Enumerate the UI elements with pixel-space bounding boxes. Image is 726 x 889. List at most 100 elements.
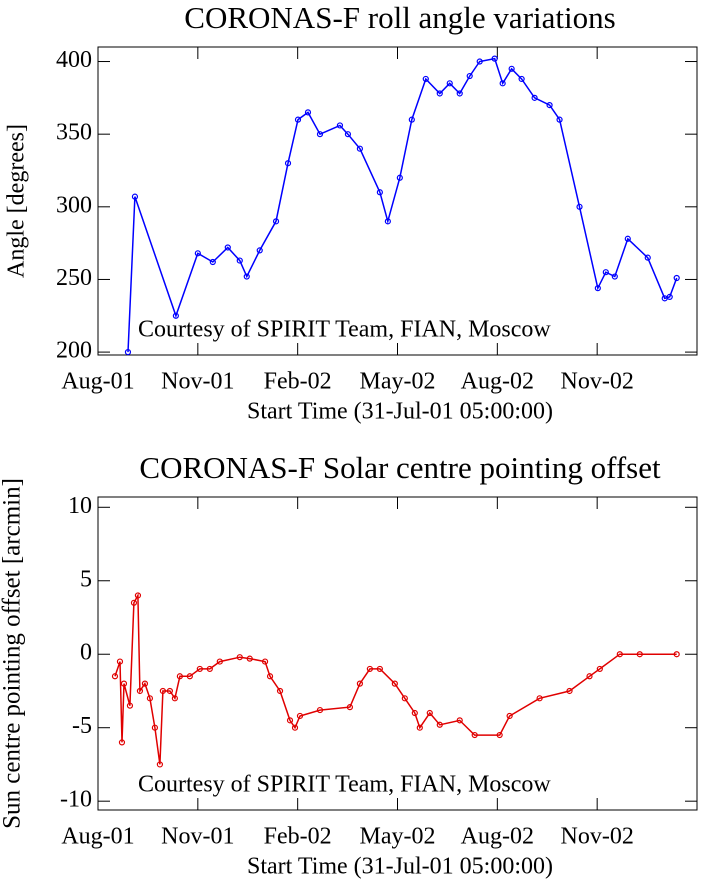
data-point (206, 665, 213, 673)
chart-title: CORONAS-F roll angle variations (184, 0, 615, 35)
x-tick-label: Feb-02 (264, 824, 332, 850)
x-tick-label: Aug-01 (61, 824, 134, 850)
data-point (596, 665, 603, 673)
data-point (391, 680, 398, 687)
y-tick-label: 350 (56, 120, 92, 146)
x-tick-label: Nov-02 (561, 824, 634, 850)
data-point (673, 274, 680, 282)
data-point (344, 131, 352, 138)
data-point (272, 218, 280, 225)
data-point (116, 658, 124, 665)
data-point (506, 712, 513, 720)
data-point (224, 244, 231, 251)
x-tick-label: May-02 (360, 824, 436, 850)
data-point (636, 651, 643, 658)
y-tick-label: -10 (60, 787, 92, 813)
x-tick-label: Aug-02 (461, 824, 534, 850)
data-point (194, 250, 201, 257)
x-tick-label: Nov-02 (561, 369, 634, 395)
data-point (166, 687, 173, 695)
x-axis-label: Start Time (31-Jul-01 05:00:00) (247, 854, 553, 880)
data-point (131, 193, 139, 200)
x-axis-label: Start Time (31-Jul-01 05:00:00) (247, 399, 553, 425)
data-point (546, 102, 553, 109)
x-tick-label: Feb-02 (264, 369, 332, 395)
data-point (346, 704, 354, 711)
data-point (130, 599, 138, 606)
data-point (396, 174, 403, 181)
data-point (209, 258, 216, 266)
data-point (146, 695, 154, 702)
data-point (159, 687, 166, 695)
data-point (401, 695, 408, 702)
data-point (666, 293, 673, 300)
data-point (556, 116, 563, 123)
data-point (261, 658, 269, 665)
data-point (536, 695, 543, 702)
data-point (276, 687, 284, 695)
data-point (436, 90, 443, 97)
chart-title: CORONAS-F Solar centre pointing offset (139, 450, 661, 485)
data-point (594, 285, 601, 292)
x-tick-label: Nov-01 (161, 369, 234, 395)
data-point (172, 312, 179, 319)
y-axis-label: Angle [degrees] (4, 124, 30, 278)
y-tick-label: -5 (72, 713, 92, 739)
data-point (366, 665, 373, 673)
data-point (304, 109, 312, 116)
data-point (499, 80, 506, 87)
x-tick-label: Nov-01 (161, 824, 234, 850)
data-point (171, 695, 178, 702)
data-point (518, 75, 525, 83)
y-tick-label: 10 (68, 493, 92, 519)
data-point (411, 709, 418, 717)
data-point (118, 739, 126, 746)
data-point (176, 673, 183, 680)
data-point (436, 721, 443, 728)
data-point (294, 116, 302, 123)
data-point (134, 592, 142, 599)
x-tick-label: May-02 (360, 369, 436, 395)
data-point (376, 665, 383, 673)
data-point (246, 655, 253, 662)
data-point (531, 94, 538, 101)
data-point (602, 269, 609, 276)
data-point (111, 673, 119, 680)
data-point (456, 90, 463, 97)
data-point (296, 712, 304, 720)
data-point (611, 273, 618, 280)
data-point (286, 717, 294, 724)
data-point (356, 145, 363, 152)
plot-frame (97, 496, 698, 811)
y-tick-label: 400 (56, 47, 92, 73)
data-point (384, 218, 391, 225)
annotation: Courtesy of SPIRIT Team, FIAN, Moscow (138, 317, 551, 343)
data-point (256, 247, 263, 254)
data-point (126, 702, 134, 709)
data-point (151, 724, 159, 731)
data-point (266, 673, 274, 680)
y-tick-label: 5 (80, 566, 92, 592)
data-point (141, 680, 149, 687)
data-point (408, 116, 415, 123)
data-point (336, 122, 344, 129)
data-line (127, 57, 678, 353)
data-point (291, 724, 299, 731)
data-point (316, 706, 324, 714)
data-point (476, 58, 483, 65)
data-line (114, 592, 677, 765)
data-point (284, 160, 292, 167)
y-axis-label: Sun centre pointing offset [arcmin] (0, 478, 26, 829)
data-point (124, 348, 132, 356)
y-tick-label: 250 (56, 265, 92, 291)
data-point (236, 257, 243, 264)
data-point (491, 55, 498, 62)
y-tick-label: 300 (56, 192, 92, 218)
data-point (196, 665, 203, 673)
data-point (466, 72, 473, 80)
data-point (576, 203, 583, 210)
x-tick-label: Aug-02 (461, 369, 534, 395)
data-point (471, 731, 478, 739)
data-point (120, 680, 128, 687)
